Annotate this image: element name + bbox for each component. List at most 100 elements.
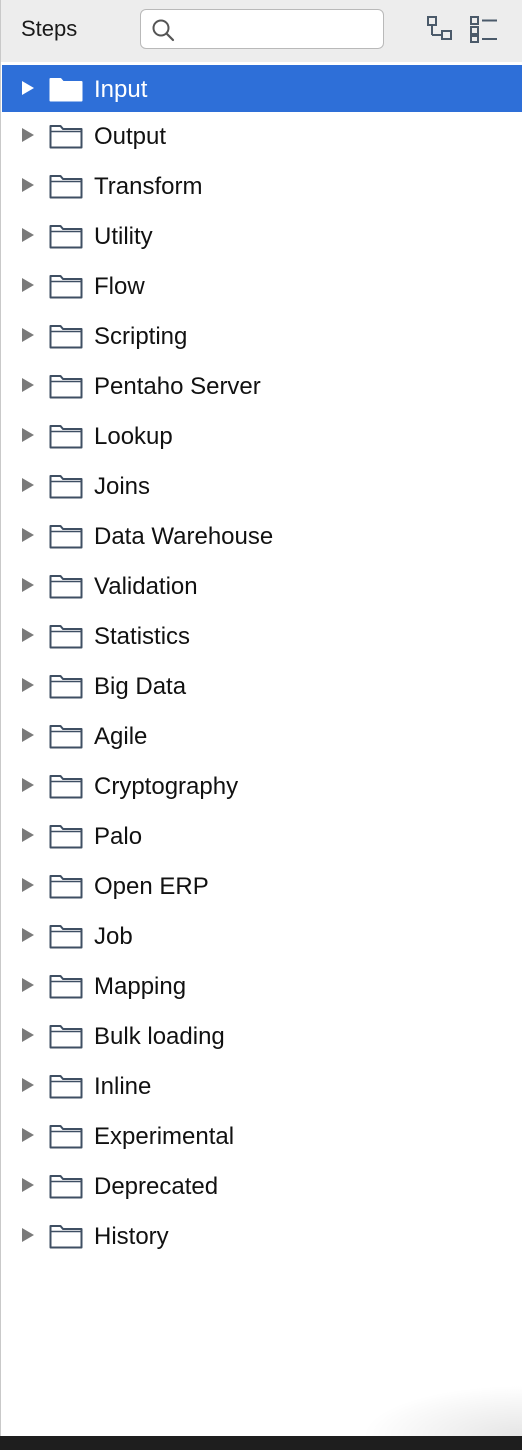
tree-item[interactable]: Experimental xyxy=(2,1112,522,1162)
tree-item[interactable]: Joins xyxy=(2,462,522,512)
tree-item[interactable]: Agile xyxy=(2,712,522,762)
tree-item[interactable]: Palo xyxy=(2,812,522,862)
folder-icon xyxy=(49,925,83,949)
tree-item[interactable]: Flow xyxy=(2,262,522,312)
tree-item[interactable]: Transform xyxy=(2,162,522,212)
tree-item[interactable]: Job xyxy=(2,912,522,962)
tree-item-label: Job xyxy=(94,923,133,950)
folder-icon xyxy=(49,775,83,799)
expand-arrow-icon[interactable] xyxy=(21,727,35,743)
folder-icon xyxy=(49,125,83,149)
collapse-all-button[interactable] xyxy=(425,14,455,44)
expand-arrow-icon[interactable] xyxy=(21,1127,35,1143)
tree-item-label: Input xyxy=(94,76,148,103)
tree-item-label: Data Warehouse xyxy=(94,523,274,550)
tree-item[interactable]: Pentaho Server xyxy=(2,362,522,412)
expand-arrow-icon[interactable] xyxy=(21,977,35,993)
folder-icon xyxy=(49,325,83,349)
tree-item-label: Big Data xyxy=(94,673,187,700)
tree-item-label: Experimental xyxy=(94,1123,235,1150)
scroll-corner xyxy=(361,1385,522,1436)
tree-item-label: Cryptography xyxy=(94,773,239,800)
expand-arrow-icon[interactable] xyxy=(21,80,35,96)
search-box[interactable] xyxy=(140,9,384,49)
tree-item-label: Bulk loading xyxy=(94,1023,225,1050)
tree-item[interactable]: Deprecated xyxy=(2,1162,522,1212)
expand-arrow-icon[interactable] xyxy=(21,577,35,593)
tree-item-label: Statistics xyxy=(94,623,191,650)
tree-item-label: Validation xyxy=(94,573,198,600)
expand-arrow-icon[interactable] xyxy=(21,277,35,293)
folder-icon xyxy=(49,1125,83,1149)
folder-icon xyxy=(49,225,83,249)
tree-item[interactable]: History xyxy=(2,1212,522,1262)
steps-header: Steps xyxy=(1,0,522,62)
tree-item[interactable]: Open ERP xyxy=(2,862,522,912)
search-icon xyxy=(152,19,175,42)
tree-item[interactable]: Bulk loading xyxy=(2,1012,522,1062)
tree-item-label: History xyxy=(94,1223,169,1250)
tree-item-label: Pentaho Server xyxy=(94,373,261,400)
expand-arrow-icon[interactable] xyxy=(21,627,35,643)
tree-item[interactable]: Mapping xyxy=(2,962,522,1012)
expand-arrow-icon[interactable] xyxy=(21,527,35,543)
expand-arrow-icon[interactable] xyxy=(21,827,35,843)
folder-icon xyxy=(49,78,83,102)
expand-arrow-icon[interactable] xyxy=(21,677,35,693)
steps-tree: Input Output Transform Utility Flow Scripting… xyxy=(1,65,522,1262)
tree-item[interactable]: Data Warehouse xyxy=(2,512,522,562)
expand-arrow-icon[interactable] xyxy=(21,877,35,893)
tree-item[interactable]: Validation xyxy=(2,562,522,612)
expand-arrow-icon[interactable] xyxy=(21,927,35,943)
tree-item-label: Joins xyxy=(94,473,151,500)
tree-item[interactable]: Output xyxy=(2,112,522,162)
folder-icon xyxy=(49,675,83,699)
tree-item[interactable]: Cryptography xyxy=(2,762,522,812)
expand-arrow-icon[interactable] xyxy=(21,1177,35,1193)
tree-item-label: Deprecated xyxy=(94,1173,219,1200)
expand-arrow-icon[interactable] xyxy=(21,227,35,243)
tree-item-label: Output xyxy=(94,123,167,150)
tree-item[interactable]: Lookup xyxy=(2,412,522,462)
tree-item-label: Palo xyxy=(94,823,143,850)
expand-arrow-icon[interactable] xyxy=(21,477,35,493)
bottom-bar xyxy=(0,1436,522,1450)
expand-arrow-icon[interactable] xyxy=(21,1027,35,1043)
tree-item-label: Lookup xyxy=(94,423,173,450)
expand-arrow-icon[interactable] xyxy=(21,777,35,793)
expand-all-button[interactable] xyxy=(469,14,499,44)
expand-arrow-icon[interactable] xyxy=(21,177,35,193)
tree-item[interactable]: Scripting xyxy=(2,312,522,362)
folder-icon xyxy=(49,825,83,849)
expand-arrow-icon[interactable] xyxy=(21,427,35,443)
tree-item-label: Scripting xyxy=(94,323,188,350)
tree-item-label: Transform xyxy=(94,173,203,200)
folder-icon xyxy=(49,625,83,649)
tree-item[interactable]: Utility xyxy=(2,212,522,262)
folder-icon xyxy=(49,175,83,199)
collapse-tree-icon xyxy=(427,16,452,40)
expand-arrow-icon[interactable] xyxy=(21,1227,35,1243)
search-input[interactable] xyxy=(181,14,381,46)
expand-arrow-icon[interactable] xyxy=(21,127,35,143)
tree-item[interactable]: Statistics xyxy=(2,612,522,662)
tree-item-label: Open ERP xyxy=(94,873,209,900)
tree-item-label: Mapping xyxy=(94,973,187,1000)
folder-icon xyxy=(49,275,83,299)
tree-item[interactable]: Big Data xyxy=(2,662,522,712)
folder-icon xyxy=(49,1075,83,1099)
expand-arrow-icon[interactable] xyxy=(21,377,35,393)
folder-icon xyxy=(49,975,83,999)
folder-icon xyxy=(49,1025,83,1049)
tree-item-label: Utility xyxy=(94,223,153,250)
expand-arrow-icon[interactable] xyxy=(21,1077,35,1093)
expand-arrow-icon[interactable] xyxy=(21,327,35,343)
tree-item[interactable]: Inline xyxy=(2,1062,522,1112)
expand-tree-icon xyxy=(470,16,497,43)
tree-item-label: Flow xyxy=(94,273,145,300)
tree-item-label: Agile xyxy=(94,723,148,750)
tree-item[interactable]: Input xyxy=(2,65,522,112)
tree-item-label: Inline xyxy=(94,1073,152,1100)
folder-icon xyxy=(49,525,83,549)
